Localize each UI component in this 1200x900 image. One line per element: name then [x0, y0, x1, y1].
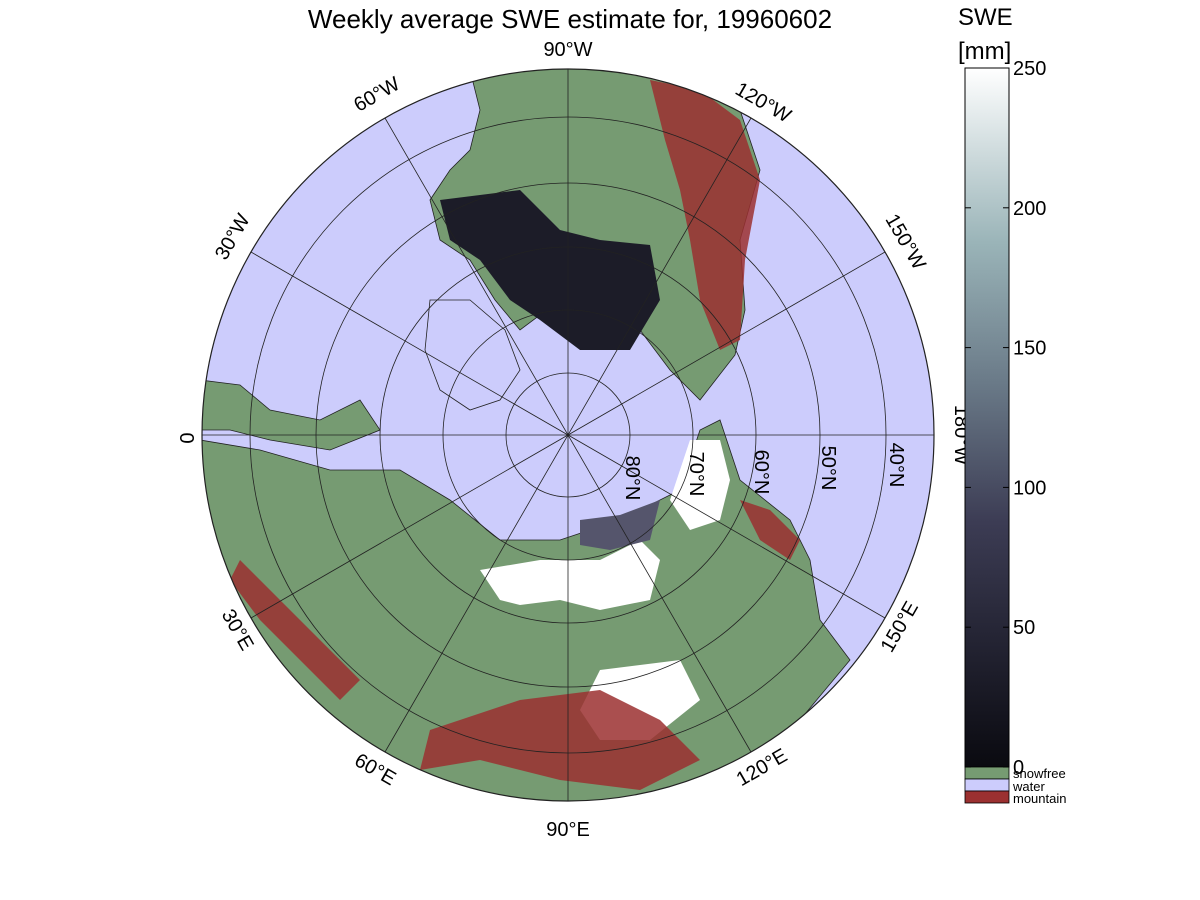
- meridians: [202, 69, 934, 801]
- legend-label-snowfree: snowfree: [1013, 766, 1066, 781]
- lat-label: 50°N: [817, 446, 839, 491]
- legend-swatch-snowfree: [964, 766, 1010, 780]
- lat-label: 70°N: [685, 452, 707, 497]
- colorbar-gradient: [964, 67, 1010, 768]
- colorbar-label-swe: SWE: [958, 4, 1013, 31]
- colorbar-ticks: 0 50 100 150 200 250: [965, 58, 1046, 779]
- lon-label: 90°W: [543, 39, 592, 61]
- lon-label: 30°W: [211, 210, 255, 264]
- lat-label: 80°N: [621, 456, 643, 501]
- snow-region-siberia: [480, 540, 660, 610]
- legend-label-water: water: [1012, 779, 1045, 794]
- colorbar-tick-label: 150: [1013, 338, 1046, 360]
- mountain-region-europe: [230, 560, 360, 700]
- colorbar-tick-label: 200: [1013, 198, 1046, 220]
- colorbar-tick-label: 50: [1013, 617, 1035, 639]
- colorbar-tick-label: 100: [1013, 477, 1046, 499]
- snow-region-eastern-siberia: [670, 440, 730, 530]
- colorbar: 0 50 100 150 200 250 snowfree water mountain: [964, 58, 1066, 806]
- mountain-region-himalaya: [420, 690, 700, 790]
- legend-swatch-water: [964, 778, 1010, 792]
- latitude-labels: 80°N 70°N 60°N 50°N 40°N: [621, 443, 907, 501]
- colorbar-label-unit: [mm]: [958, 38, 1012, 65]
- lon-label: 90°E: [546, 819, 590, 841]
- legend-swatch-mountain: [964, 790, 1010, 804]
- colorbar-tick-label: 250: [1013, 58, 1046, 80]
- map-title: Weekly average SWE estimate for, 1996060…: [307, 4, 833, 34]
- lat-label: 40°N: [885, 443, 907, 488]
- lon-label: 0: [175, 432, 197, 443]
- snow-region-canada: [440, 190, 660, 350]
- lon-label: 60°W: [350, 73, 404, 117]
- landmass-greenland: [424, 299, 521, 411]
- mountain-region-far-east: [740, 500, 800, 560]
- colorbar-tick-label: 0: [1013, 757, 1024, 779]
- legend-label-mountain: mountain: [1013, 791, 1066, 806]
- mountain-region-rockies: [650, 80, 760, 350]
- lat-label: 60°N: [750, 450, 772, 495]
